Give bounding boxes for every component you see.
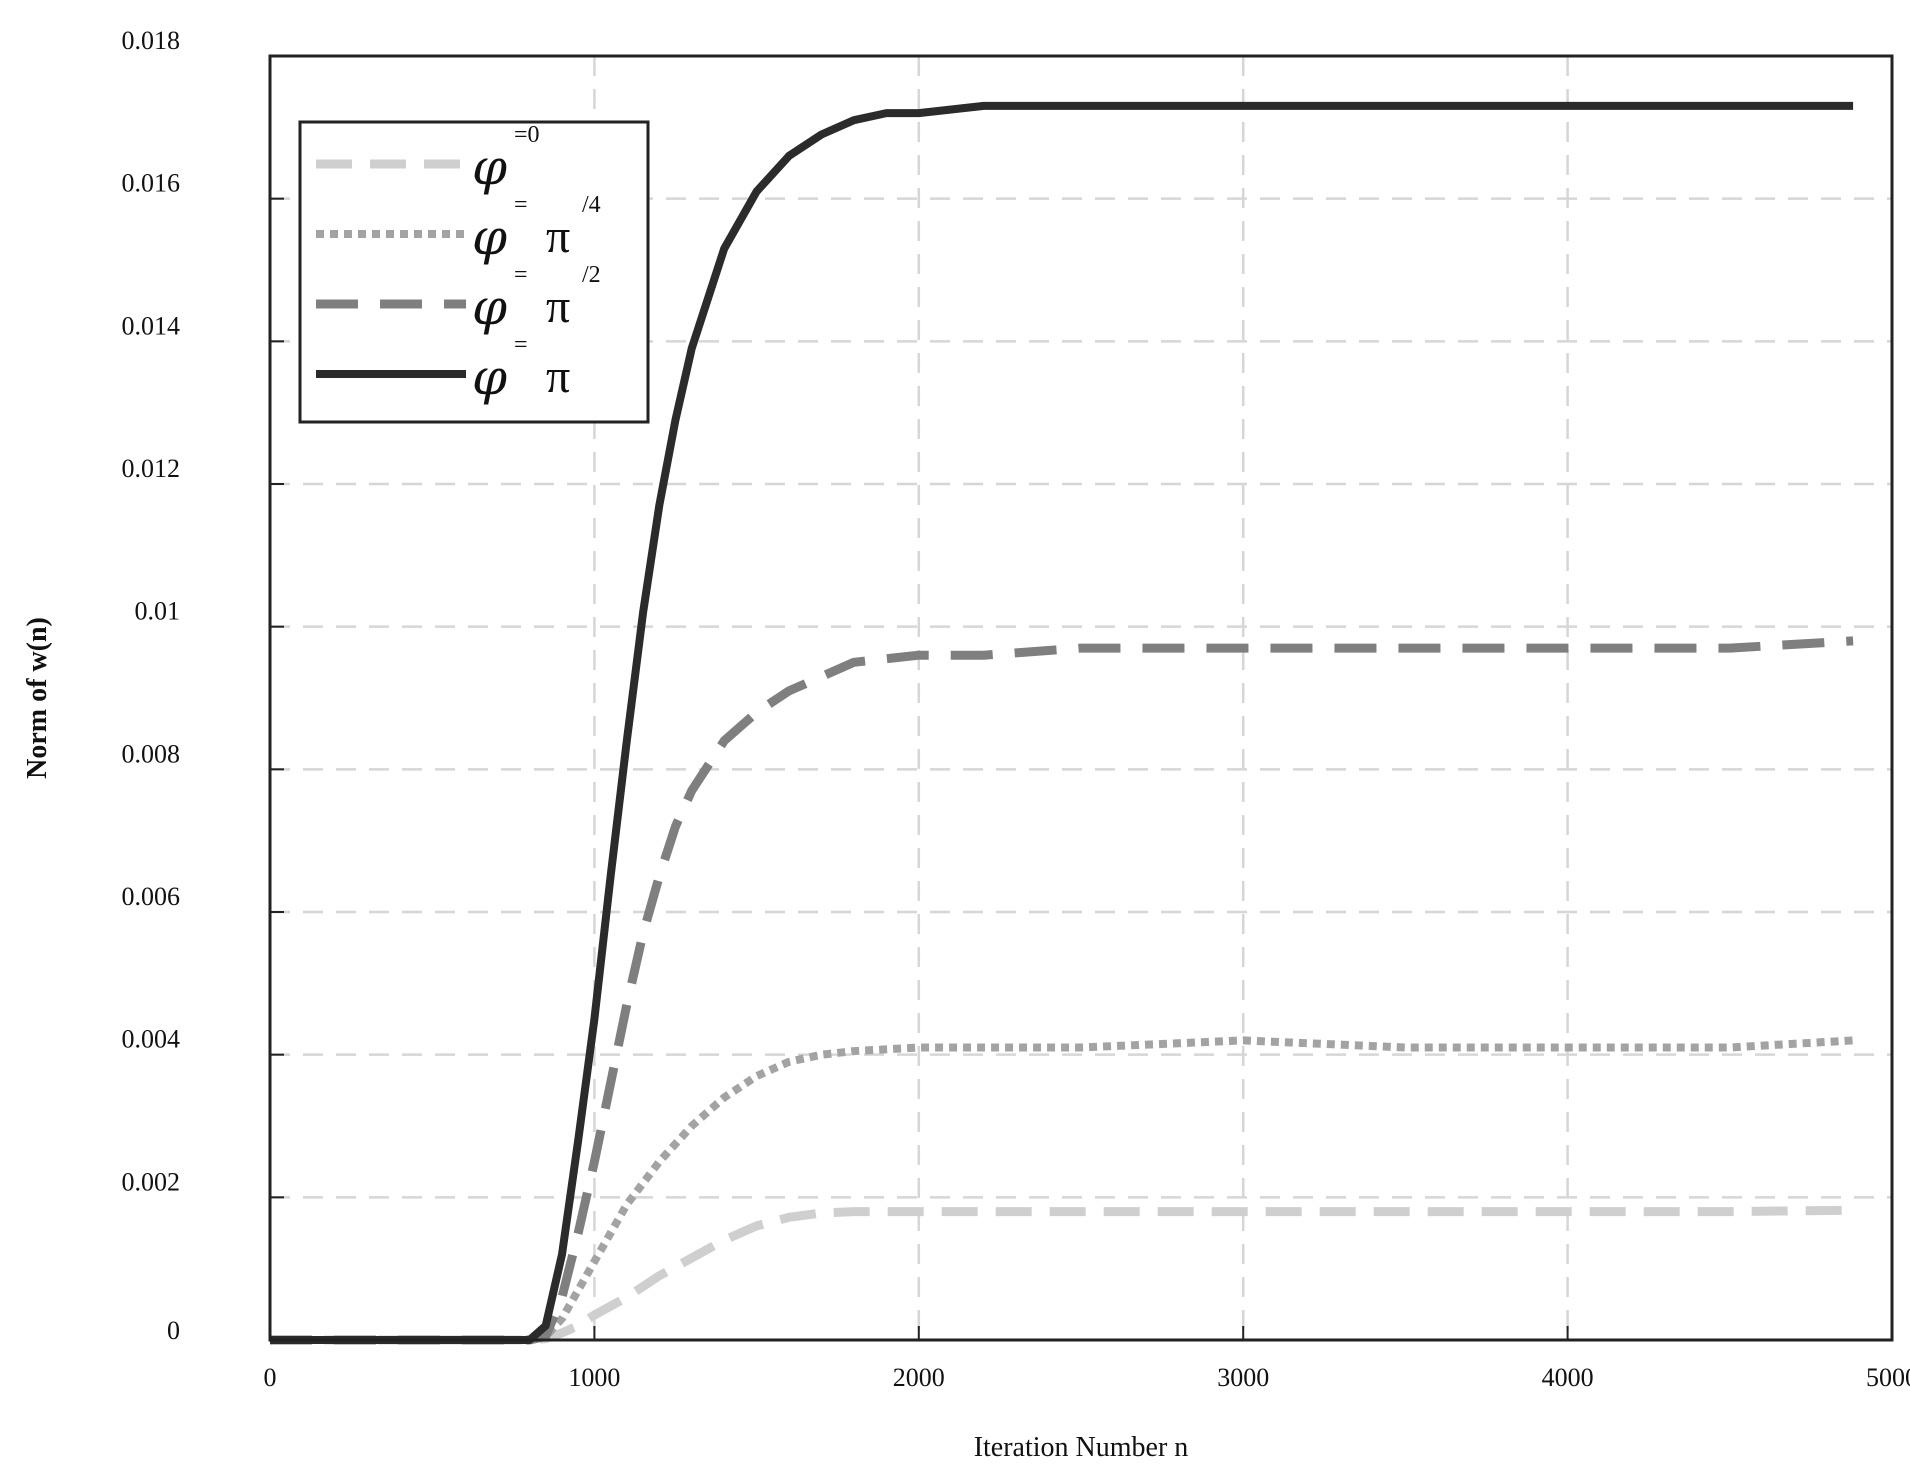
x-tick-label: 2000 <box>893 1363 945 1392</box>
series-line-4 <box>270 101 1854 1344</box>
legend-phi-symbol: φ <box>472 208 507 266</box>
y-tick-label: 0.004 <box>122 1025 181 1054</box>
axis-ticks <box>269 55 1893 1341</box>
y-axis-tick-labels: 0 0.002 0.004 0.006 0.008 0.01 0.012 0.014 0.016… <box>122 26 181 1345</box>
legend-phi-symbol: φ <box>472 138 507 196</box>
legend-phi-symbol: φ <box>472 348 507 406</box>
legend-fraction: /4 <box>582 192 601 218</box>
legend-pi-symbol: π <box>546 280 570 333</box>
y-tick-label: 0.012 <box>122 454 181 483</box>
series-line-1 <box>270 1205 1854 1345</box>
legend-equals: = <box>514 332 528 358</box>
plot-area-frame <box>268 54 1894 1342</box>
x-tick-label: 1000 <box>568 1363 620 1392</box>
legend-pi-symbol: π <box>546 350 570 403</box>
legend-equals: =0 <box>514 122 540 148</box>
y-tick-label: 0.002 <box>122 1167 181 1196</box>
x-axis-title: Iteration Number n <box>974 1432 1189 1463</box>
legend-equals: = <box>514 262 528 288</box>
y-tick-label: 0.016 <box>122 169 181 198</box>
y-tick-label: 0.006 <box>122 882 181 911</box>
y-tick-label: 0.018 <box>122 26 181 55</box>
x-tick-label: 4000 <box>1542 1363 1594 1392</box>
series-line-3 <box>270 636 1854 1345</box>
legend: φ =0 φ = π/4 φ = π/2 φ = π <box>298 120 650 424</box>
legend-fraction: /2 <box>582 262 601 288</box>
y-axis-title: Norm of w(n) <box>22 617 53 779</box>
x-tick-label: 3000 <box>1217 1363 1269 1392</box>
y-tick-label: 0 <box>167 1316 180 1345</box>
y-tick-label: 0.01 <box>135 597 181 626</box>
legend-pi-symbol: π <box>546 210 570 263</box>
x-tick-label: 0 <box>264 1363 277 1392</box>
series-layer <box>270 101 1854 1345</box>
legend-phi-symbol: φ <box>472 278 507 336</box>
y-tick-label: 0.014 <box>122 311 181 340</box>
legend-equals: = <box>514 192 528 218</box>
y-tick-label: 0.008 <box>122 739 181 768</box>
